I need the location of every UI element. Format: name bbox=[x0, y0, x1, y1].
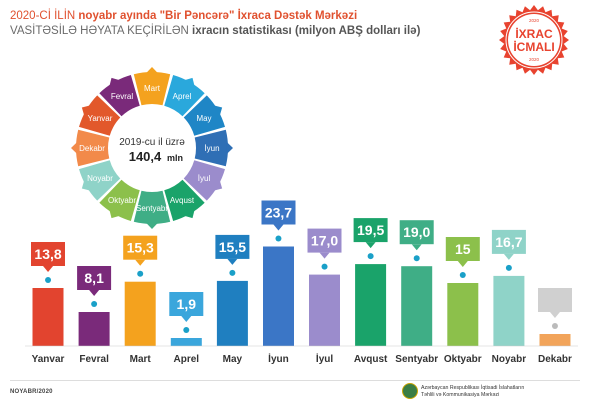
value-dot-May bbox=[229, 269, 236, 276]
bar-İyul bbox=[309, 274, 340, 346]
value-pointer-Yanvar bbox=[43, 266, 54, 273]
value-dot-Aprel bbox=[183, 327, 190, 333]
value-label-Noyabr: 16,7 bbox=[495, 234, 522, 250]
value-pointer-İyun bbox=[273, 224, 284, 231]
badge-top-text: 2020 bbox=[529, 18, 540, 23]
month-label-Sentyabr: Sentyabr bbox=[395, 354, 438, 365]
badge-word1: İXRAC bbox=[515, 26, 553, 41]
bar-May bbox=[216, 280, 248, 346]
value-label-İyul: 17,0 bbox=[311, 233, 338, 249]
month-label-Aprel: Aprel bbox=[174, 354, 200, 365]
value-box-Sentyabr bbox=[399, 220, 434, 245]
state-emblem-icon bbox=[402, 383, 418, 399]
value-box-Fevral bbox=[77, 266, 112, 290]
value-label-Avqust: 19,5 bbox=[357, 222, 384, 238]
value-dot-Sentyabr bbox=[413, 255, 420, 262]
month-label-Fevral: Fevral bbox=[79, 354, 109, 365]
value-label-Sentyabr: 19,0 bbox=[403, 224, 430, 240]
month-label-May: May bbox=[223, 354, 243, 365]
value-dot-Fevral bbox=[91, 301, 98, 307]
value-dot-Dekabr bbox=[551, 323, 558, 329]
bar-Avqust bbox=[355, 264, 387, 346]
value-box-Dekabr bbox=[538, 288, 572, 312]
value-box-Aprel bbox=[169, 292, 204, 316]
value-pointer-Avqust bbox=[365, 242, 376, 249]
footer-org-line2: Təhlili və Kommunikasiya Mərkəzi bbox=[421, 392, 500, 398]
value-label-May: 15,5 bbox=[219, 239, 246, 255]
bar-Mart bbox=[124, 281, 156, 346]
title-line2-prefix: VASİTƏSİLƏ HƏYATA KEÇİRİLƏN bbox=[10, 25, 193, 37]
footer-divider bbox=[10, 380, 580, 381]
badge-inner-circle bbox=[508, 14, 560, 66]
month-label-Noyabr: Noyabr bbox=[492, 354, 527, 365]
footer-organization: Azərbaycan Respublikası İqtisadi İslahat… bbox=[421, 385, 581, 399]
value-pointer-Sentyabr bbox=[411, 244, 422, 251]
bar-İyun bbox=[263, 246, 294, 346]
value-label-Aprel: 1,9 bbox=[177, 296, 197, 312]
value-dot-Yanvar bbox=[45, 277, 52, 283]
value-label-Oktyabr: 15 bbox=[455, 241, 471, 257]
value-label-İyun: 23,7 bbox=[265, 205, 292, 221]
bar-Aprel bbox=[170, 338, 202, 346]
value-label-Mart: 15,3 bbox=[127, 240, 154, 256]
value-box-Yanvar bbox=[31, 242, 65, 266]
value-pointer-Mart bbox=[135, 259, 146, 266]
month-label-Dekabr: Dekabr bbox=[538, 354, 572, 365]
value-label-Yanvar: 13,8 bbox=[34, 246, 61, 262]
bar-Sentyabr bbox=[401, 266, 433, 346]
chart-title: 2020-Cİ İLİN noyabr ayında "Bir Pəncərə"… bbox=[10, 9, 420, 39]
value-box-Avqust bbox=[353, 218, 388, 243]
month-label-Yanvar: Yanvar bbox=[32, 354, 65, 365]
value-pointer-Noyabr bbox=[503, 253, 514, 260]
value-box-Oktyabr bbox=[445, 237, 480, 261]
value-dot-Oktyabr bbox=[459, 272, 466, 278]
bars-group: 13,8 Yanvar 8,1 Fevral 15,3 Mart 1,9 Aprel 15,5 M… bbox=[25, 200, 578, 365]
value-box-Noyabr bbox=[491, 229, 526, 254]
value-pointer-İyul bbox=[319, 252, 330, 259]
bar-Fevral bbox=[78, 312, 110, 346]
value-box-May bbox=[215, 234, 250, 259]
month-label-İyun: İyun bbox=[268, 352, 289, 365]
bar-Oktyabr bbox=[447, 283, 479, 346]
value-pointer-Fevral bbox=[89, 289, 100, 296]
bar-Dekabr bbox=[539, 334, 571, 346]
value-box-İyun bbox=[261, 200, 296, 225]
title-line1-prefix: 2020-Cİ İLİN bbox=[10, 10, 79, 22]
value-dot-Avqust bbox=[367, 253, 374, 260]
value-box-Mart bbox=[123, 235, 158, 260]
value-pointer-Oktyabr bbox=[457, 261, 468, 267]
value-pointer-Dekabr bbox=[549, 312, 560, 318]
export-review-badge: 2020 İXRAC İCMALI 2020 bbox=[499, 5, 569, 75]
badge-bottom-text: 2020 bbox=[529, 57, 540, 62]
badge-word2: İCMALI bbox=[513, 39, 554, 54]
bar-Yanvar bbox=[32, 288, 64, 346]
month-label-İyul: İyul bbox=[316, 352, 333, 365]
value-dot-Noyabr bbox=[505, 264, 512, 271]
month-label-Mart: Mart bbox=[130, 354, 152, 365]
month-label-Oktyabr: Oktyabr bbox=[444, 354, 482, 365]
footer-org-line1: Azərbaycan Respublikası İqtisadi İslahat… bbox=[421, 385, 525, 391]
value-dot-İyun bbox=[275, 235, 282, 242]
bar-Noyabr bbox=[493, 275, 525, 346]
value-dot-İyul bbox=[321, 263, 328, 270]
value-pointer-May bbox=[227, 258, 238, 265]
value-pointer-Aprel bbox=[181, 316, 192, 323]
title-line1-bold: noyabr ayında "Bir Pəncərə" İxraca Dəstə… bbox=[78, 10, 358, 22]
value-dot-Mart bbox=[137, 270, 144, 277]
footer-date: NOYABR/2020 bbox=[10, 389, 53, 395]
value-label-Fevral: 8,1 bbox=[84, 270, 104, 286]
title-line2-bold: ixracın statistikası (milyon ABŞ dolları… bbox=[192, 25, 421, 37]
value-box-İyul bbox=[307, 228, 342, 253]
month-label-Avqust: Avqust bbox=[354, 354, 388, 365]
